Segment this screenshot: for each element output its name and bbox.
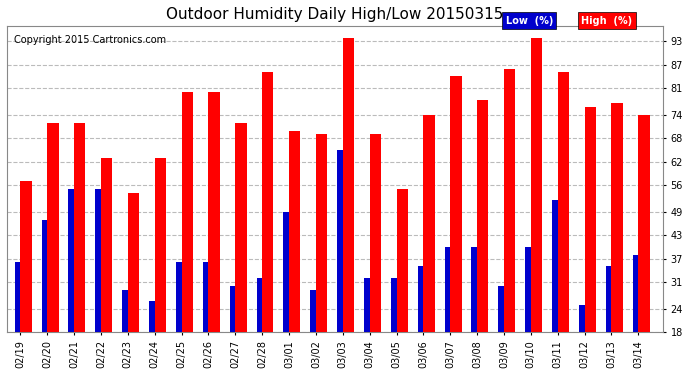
Bar bbox=[128, 193, 139, 375]
Bar bbox=[310, 290, 322, 375]
Bar bbox=[471, 247, 483, 375]
Bar bbox=[203, 262, 214, 375]
Bar bbox=[498, 286, 510, 375]
Bar bbox=[208, 92, 219, 375]
Bar bbox=[14, 262, 26, 375]
Bar bbox=[397, 189, 408, 375]
Bar bbox=[417, 266, 429, 375]
Bar bbox=[235, 123, 246, 375]
Bar bbox=[262, 72, 273, 375]
Bar bbox=[633, 255, 644, 375]
Bar bbox=[391, 278, 402, 375]
Bar bbox=[68, 189, 80, 375]
Bar bbox=[289, 130, 300, 375]
Bar bbox=[364, 278, 375, 375]
Bar bbox=[257, 278, 268, 375]
Bar bbox=[370, 135, 381, 375]
Bar bbox=[343, 38, 354, 375]
Bar bbox=[525, 247, 537, 375]
Bar bbox=[606, 266, 617, 375]
Bar bbox=[552, 200, 563, 375]
Bar bbox=[101, 158, 112, 375]
Bar bbox=[531, 38, 542, 375]
Bar bbox=[477, 100, 489, 375]
Bar bbox=[584, 107, 596, 375]
Bar bbox=[122, 290, 133, 375]
Bar bbox=[424, 115, 435, 375]
Bar bbox=[337, 150, 348, 375]
Bar bbox=[230, 286, 241, 375]
Bar bbox=[579, 305, 590, 375]
Bar bbox=[95, 189, 107, 375]
Bar bbox=[316, 135, 327, 375]
Text: Low  (%): Low (%) bbox=[506, 16, 553, 26]
Bar bbox=[451, 76, 462, 375]
Text: Copyright 2015 Cartronics.com: Copyright 2015 Cartronics.com bbox=[14, 35, 166, 45]
Bar bbox=[149, 301, 160, 375]
Bar bbox=[181, 92, 193, 375]
Bar bbox=[504, 69, 515, 375]
Bar bbox=[611, 104, 623, 375]
Bar bbox=[444, 247, 456, 375]
Bar bbox=[176, 262, 187, 375]
Bar bbox=[41, 220, 53, 375]
Bar bbox=[74, 123, 86, 375]
Bar bbox=[638, 115, 649, 375]
Bar bbox=[155, 158, 166, 375]
Bar bbox=[558, 72, 569, 375]
Bar bbox=[21, 181, 32, 375]
Text: High  (%): High (%) bbox=[581, 16, 632, 26]
Title: Outdoor Humidity Daily High/Low 20150315: Outdoor Humidity Daily High/Low 20150315 bbox=[166, 7, 504, 22]
Bar bbox=[47, 123, 59, 375]
Bar bbox=[284, 212, 295, 375]
